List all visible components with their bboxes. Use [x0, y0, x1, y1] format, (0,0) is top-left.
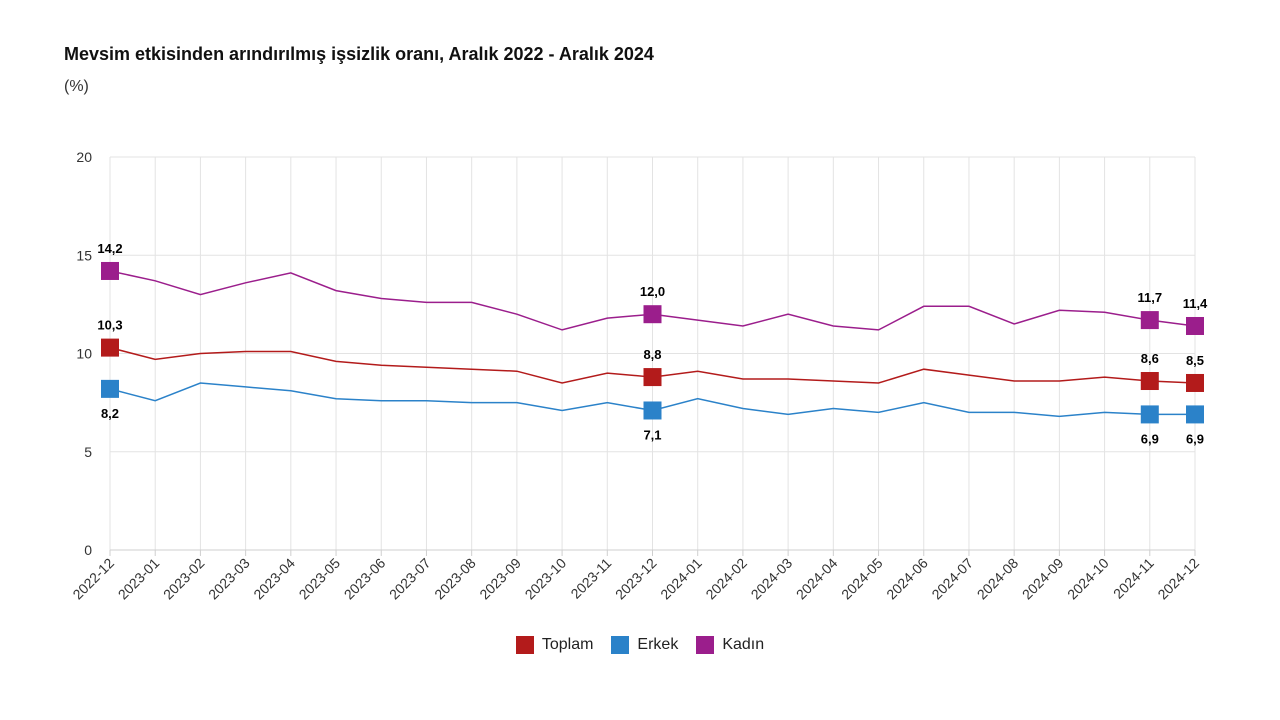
data-label: 6,9	[1141, 431, 1159, 446]
legend-label: Kadın	[722, 636, 765, 653]
data-label: 8,2	[101, 406, 119, 421]
x-tick-label: 2024-04	[793, 555, 841, 603]
data-label: 12,0	[640, 284, 665, 299]
x-tick-label: 2023-08	[431, 555, 479, 603]
y-tick-label: 20	[76, 149, 92, 165]
data-marker	[1186, 405, 1204, 424]
data-marker	[101, 261, 119, 280]
x-tick-label: 2024-03	[748, 555, 796, 603]
x-tick-label: 2024-10	[1064, 555, 1112, 603]
data-marker	[643, 401, 662, 420]
x-tick-label: 2023-07	[386, 555, 434, 603]
data-marker	[1186, 316, 1204, 335]
x-tick-label: 2024-02	[702, 555, 750, 603]
legend-swatch	[515, 636, 534, 654]
y-tick-label: 5	[84, 444, 92, 460]
data-label: 14,2	[97, 241, 122, 256]
data-label: 8,6	[1141, 351, 1159, 366]
data-label: 11,4	[1183, 296, 1208, 311]
x-tick-label: 2023-03	[205, 555, 253, 603]
x-tick-label: 2023-09	[476, 555, 524, 603]
x-tick-label: 2024-07	[928, 555, 976, 603]
data-label: 7,1	[643, 427, 661, 442]
legend-swatch	[611, 636, 630, 654]
x-tick-label: 2024-12	[1154, 555, 1202, 603]
x-tick-label: 2023-12	[612, 555, 660, 603]
data-marker	[101, 338, 119, 357]
legend-item-kadın[interactable]: Kadın	[696, 636, 764, 654]
chart-unit: (%)	[64, 78, 89, 95]
x-tick-label: 2023-11	[568, 555, 615, 602]
data-label: 10,3	[97, 318, 122, 333]
data-label: 8,8	[643, 347, 661, 362]
data-marker	[643, 305, 662, 324]
legend-item-erkek[interactable]: Erkek	[611, 636, 678, 654]
x-tick-label: 2024-06	[883, 555, 931, 603]
x-tick-label: 2024-05	[838, 555, 886, 603]
y-tick-label: 15	[76, 247, 92, 263]
legend-item-toplam[interactable]: Toplam	[515, 636, 594, 654]
data-marker	[101, 379, 119, 398]
x-tick-label: 2023-10	[522, 555, 570, 603]
legend-label: Toplam	[541, 636, 594, 653]
legend-swatch	[696, 636, 715, 654]
x-tick-label: 2023-06	[341, 555, 389, 603]
data-marker	[1140, 311, 1159, 330]
y-tick-label: 0	[84, 542, 92, 558]
data-label: 11,7	[1137, 290, 1162, 305]
legend: Toplam Erkek Kadın	[0, 636, 1280, 654]
x-tick-label: 2024-09	[1019, 555, 1067, 603]
legend-label: Erkek	[637, 636, 679, 653]
data-marker	[1186, 373, 1204, 392]
chart-title: Mevsim etkisinden arındırılmış işsizlik …	[64, 44, 654, 64]
x-tick-label: 2023-02	[160, 555, 208, 603]
data-label: 8,5	[1186, 353, 1204, 368]
x-tick-label: 2023-05	[296, 555, 344, 603]
x-tick-label: 2024-01	[657, 555, 705, 603]
x-tick-label: 2023-01	[115, 555, 163, 603]
x-tick-label: 2022-12	[69, 555, 117, 603]
x-tick-label: 2024-08	[974, 555, 1022, 603]
data-marker	[643, 368, 662, 387]
x-tick-label: 2024-11	[1110, 555, 1157, 602]
data-marker	[1140, 372, 1159, 391]
x-tick-label: 2023-04	[250, 555, 298, 603]
data-marker	[1140, 405, 1159, 424]
data-label: 6,9	[1186, 431, 1204, 446]
y-tick-label: 10	[76, 346, 92, 362]
